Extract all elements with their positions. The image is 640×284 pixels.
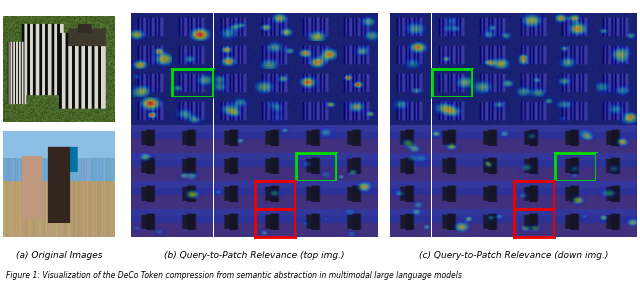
Text: (b) Query-to-Patch Relevance (top img.): (b) Query-to-Patch Relevance (top img.) — [164, 251, 345, 260]
Text: (a) Original Images: (a) Original Images — [16, 251, 102, 260]
Text: Figure 1: Visualization of the DeCo Token compression from semantic abstraction : Figure 1: Visualization of the DeCo Toke… — [6, 271, 462, 280]
Text: (c) Query-to-Patch Relevance (down img.): (c) Query-to-Patch Relevance (down img.) — [419, 251, 608, 260]
